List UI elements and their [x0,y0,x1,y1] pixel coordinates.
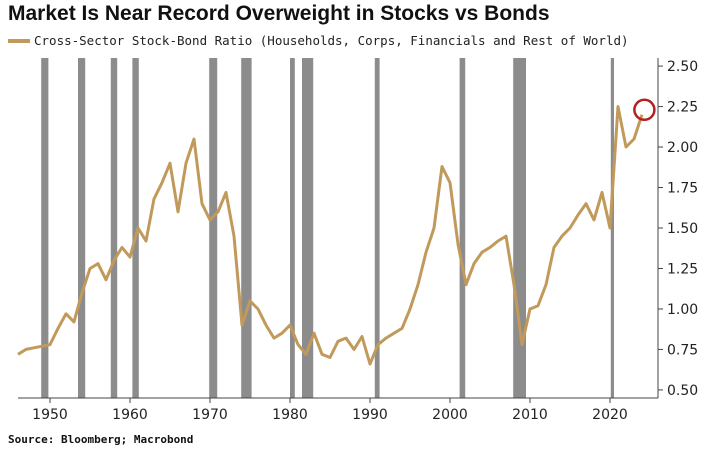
x-tick-label: 2020 [592,407,628,423]
source-note: Source: Bloomberg; Macrobond [8,433,194,446]
highlight-circle-marker [633,98,656,122]
y-tick-label: 1.00 [667,302,698,318]
recession-band-7 [302,58,314,398]
recession-band-9 [459,58,466,398]
recession-bands [41,58,614,398]
recession-band-6 [290,58,295,398]
y-tick-label: 1.25 [667,261,698,277]
legend-label: Cross-Sector Stock-Bond Ratio (Household… [34,33,629,48]
y-tick-label: 2.00 [667,140,698,156]
legend: Cross-Sector Stock-Bond Ratio (Household… [8,33,629,48]
x-tick-label: 2000 [432,407,468,423]
series-line-stock-bond-ratio [17,105,644,366]
recession-band-5 [241,58,252,398]
recession-band-11 [610,58,614,398]
x-tick-label: 1950 [32,407,68,423]
x-tick-label: 1980 [272,407,308,423]
recession-band-2 [110,58,118,398]
chart-title: Market Is Near Record Overweight in Stoc… [8,2,550,25]
y-tick-label: 1.75 [667,181,698,197]
y-tick-label: 2.25 [667,100,698,116]
recession-band-1 [78,58,86,398]
x-tick-label: 1960 [112,407,148,423]
x-ticks: 1950 1960 1970 1980 1990 2000 2010 2020 [32,398,628,423]
y-tick-label: 2.50 [667,59,698,75]
x-tick-label: 2010 [512,407,548,423]
legend-swatch [8,38,30,43]
recession-band-3 [132,58,139,398]
recession-band-10 [513,58,526,398]
recession-band-8 [374,58,380,398]
recession-band-4 [209,58,218,398]
x-tick-label: 1970 [192,407,228,423]
y-tick-label: 0.75 [667,342,698,358]
x-tick-label: 1990 [352,407,388,423]
y-tick-label: 0.50 [667,383,698,399]
y-tick-label: 1.50 [667,221,698,237]
y-ticks: 0.50 0.75 1.00 1.25 1.50 1.75 2.00 2.25 2.50 [658,59,698,399]
recession-band-0 [41,58,49,398]
